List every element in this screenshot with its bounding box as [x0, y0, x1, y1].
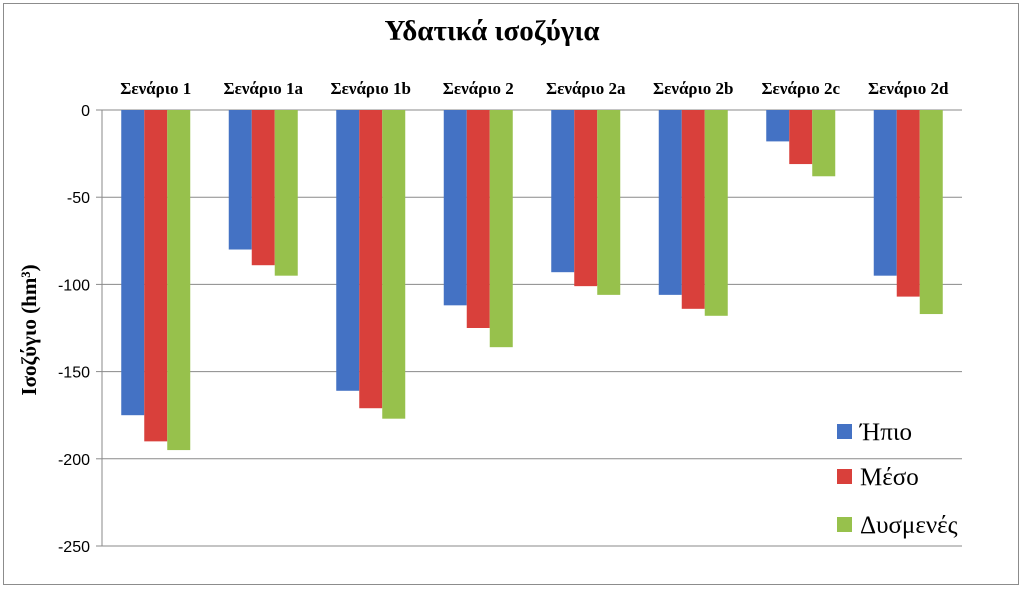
- y-tick-label: -250: [58, 539, 90, 556]
- bar: [812, 110, 836, 177]
- bar: [919, 110, 943, 315]
- bar: [274, 110, 298, 276]
- legend-swatch: [837, 469, 852, 484]
- category-label: Σενάριο 2d: [868, 79, 949, 98]
- category-label: Σενάριο 2: [443, 79, 514, 98]
- y-axis-label: Ισοζύγιο (hm³): [17, 264, 41, 395]
- bars: [121, 110, 943, 451]
- bar: [489, 110, 513, 348]
- bar: [551, 110, 575, 273]
- chart-title: Υδατικά ισοζύγια: [384, 15, 599, 47]
- legend-label: Μέσο: [860, 464, 919, 491]
- category-label: Σενάριο 2c: [761, 79, 840, 98]
- y-tick-label: -200: [58, 452, 90, 469]
- bar: [658, 110, 682, 295]
- legend-label: Ήπιο: [859, 419, 912, 446]
- y-tick-labels: 0 -50 -100 -150 -200 -250: [58, 103, 90, 556]
- y-tick-label: -150: [58, 365, 90, 382]
- bar: [766, 110, 790, 142]
- bar: [251, 110, 275, 266]
- y-tick-label: -50: [67, 190, 90, 207]
- legend: Ήπιο Μέσο Δυσμενές: [837, 419, 958, 539]
- category-label: Σενάριο 2a: [546, 79, 626, 98]
- bar: [681, 110, 705, 309]
- bar: [382, 110, 406, 419]
- bar: [167, 110, 191, 451]
- bar: [228, 110, 252, 250]
- category-label: Σενάριο 1: [120, 79, 191, 98]
- y-tick-label: 0: [81, 103, 90, 120]
- legend-swatch: [837, 424, 852, 439]
- bar: [359, 110, 383, 409]
- category-label: Σενάριο 2b: [653, 79, 734, 98]
- y-tick-label: -100: [58, 277, 90, 294]
- bar: [789, 110, 813, 165]
- bar: [121, 110, 145, 416]
- bar: [144, 110, 168, 442]
- category-label: Σενάριο 1b: [330, 79, 411, 98]
- bar: [704, 110, 728, 316]
- bar: [336, 110, 360, 391]
- category-labels: Σενάριο 1 Σενάριο 1a Σενάριο 1b Σενάριο 2 Σε…: [120, 79, 949, 98]
- category-label: Σενάριο 1a: [223, 79, 303, 98]
- legend-label: Δυσμενές: [860, 512, 958, 539]
- bar: [443, 110, 467, 306]
- bar: [873, 110, 897, 276]
- bar: [466, 110, 490, 328]
- legend-swatch: [837, 517, 852, 532]
- bar: [574, 110, 598, 287]
- bar: [896, 110, 920, 297]
- bar: [597, 110, 621, 295]
